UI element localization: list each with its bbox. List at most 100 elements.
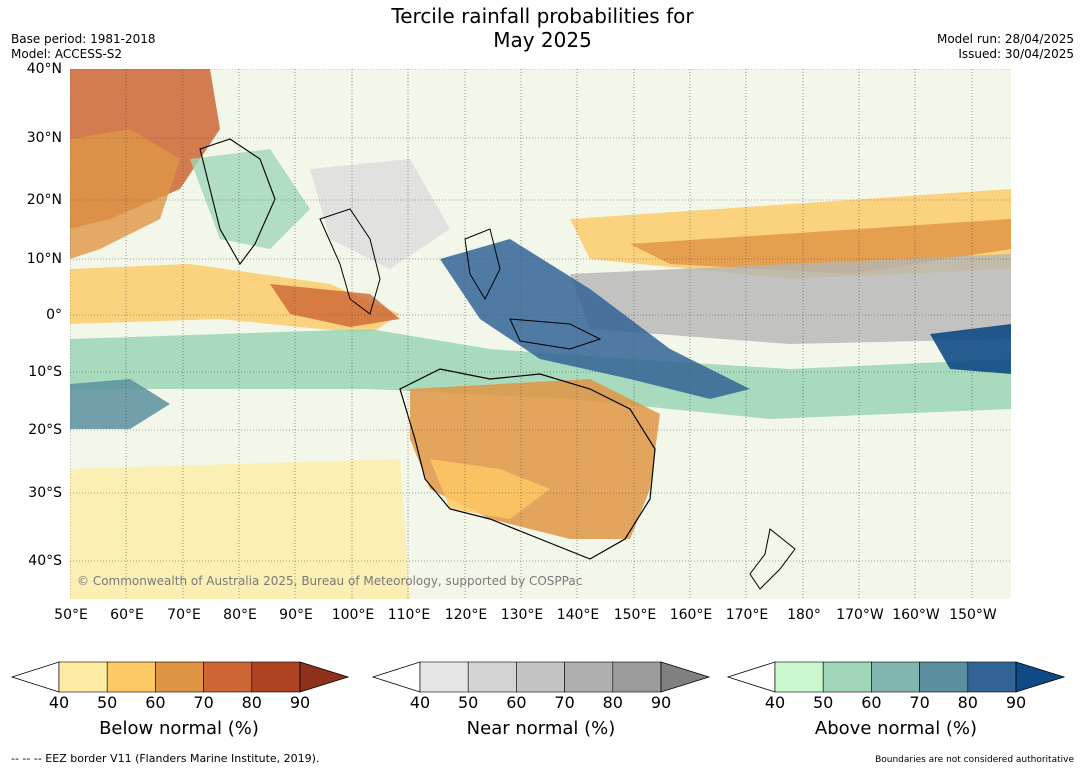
- lon-tick-70e: 70°E: [167, 607, 201, 623]
- issued-label: Issued: 30/04/2025: [958, 47, 1074, 61]
- page-subtitle: May 2025: [493, 28, 592, 52]
- lon-tick-150e: 150°E: [613, 607, 657, 623]
- colorbar-near-bin: [419, 661, 469, 693]
- india-coastline: [199, 138, 276, 265]
- colorbar-near-bin: [612, 661, 662, 693]
- above-normal-core-maritime: [440, 239, 750, 399]
- lat-tick-30s: 30°S: [28, 485, 62, 501]
- colorbar-above-tick: 90: [1005, 693, 1027, 712]
- below-normal-region-sw-australia: [430, 459, 550, 519]
- colorbar-below-tick: 90: [289, 693, 311, 712]
- colorbar-near-bin: [516, 661, 565, 693]
- map-svg: [70, 69, 1011, 599]
- colorbar-below-bin: [106, 661, 156, 693]
- indochina-coastline: [319, 208, 381, 315]
- model-label: Model: ACCESS-S2: [11, 47, 123, 61]
- lon-tick-160e: 160°E: [669, 607, 713, 623]
- colorbar-title-above: Above normal (%): [814, 718, 978, 739]
- colorbar-below-bin: [203, 661, 253, 693]
- lat-tick-20n: 20°N: [26, 192, 62, 208]
- near-normal-band-equator: [570, 254, 1011, 344]
- lon-tick-80e: 80°E: [223, 607, 257, 623]
- colorbar-near-tick: 70: [554, 693, 575, 712]
- colorbar-above-bin: [871, 661, 920, 693]
- copyright-note: © Commonwealth of Australia 2025, Bureau…: [77, 574, 583, 588]
- colorbar-near-tick: 40: [409, 693, 431, 712]
- lon-tick-150w: 150°W: [949, 607, 997, 623]
- boundaries-disclaimer: Boundaries are not considered authoritat…: [875, 755, 1074, 765]
- lon-tick-170w: 170°W: [836, 607, 884, 623]
- colorbar-near-bin: [564, 661, 614, 693]
- lon-tick-90e: 90°E: [279, 607, 313, 623]
- lat-tick-20s: 20°S: [28, 422, 62, 438]
- lat-tick-10n: 10°N: [26, 251, 62, 267]
- colorbar-below-tick: 50: [97, 693, 118, 712]
- colorbar-below-high-extend: [299, 661, 350, 693]
- colorbar-below-bin: [155, 661, 204, 693]
- colorbar-near-tick: 90: [650, 693, 672, 712]
- lat-tick-30n: 30°N: [26, 130, 62, 146]
- graticule-grid: [70, 69, 1011, 599]
- below-normal-core-indian-ocean: [270, 284, 400, 327]
- new-guinea-coastline: [509, 318, 602, 350]
- australia-coastline: [399, 368, 656, 560]
- colorbar-below-bin: [58, 661, 108, 693]
- rainfall-probability-map: [70, 69, 1011, 599]
- colorbar-above-tick: 50: [813, 693, 834, 712]
- lat-tick-0: 0°: [46, 307, 62, 323]
- lon-tick-130e: 130°E: [500, 607, 544, 623]
- colorbar-above-bin: [822, 661, 872, 693]
- colorbar-title-near: Near normal (%): [466, 718, 616, 739]
- colorbar-above-bin: [967, 661, 1017, 693]
- below-normal-region-south-indian: [70, 459, 410, 599]
- colorbar-near-normal: [371, 661, 711, 693]
- below-normal-region-westasia: [70, 129, 180, 259]
- colorbar-above-high-extend: [1015, 661, 1066, 693]
- lon-tick-50e: 50°E: [54, 607, 88, 623]
- colorbar-below-tick: 70: [193, 693, 214, 712]
- philippines-coastline: [464, 228, 501, 301]
- colorbars-svg: [10, 661, 1066, 693]
- lon-tick-100e: 100°E: [331, 607, 375, 623]
- colorbar-near-tick: 50: [458, 693, 479, 712]
- lon-tick-110e: 110°E: [387, 607, 431, 623]
- model-run-label: Model run: 28/04/2025: [936, 32, 1074, 46]
- colorbar-above-bin: [774, 661, 824, 693]
- colorbar-near-low-extend: [371, 661, 421, 693]
- colorbar-above-tick: 70: [909, 693, 930, 712]
- meta-right: Model run: 28/04/2025 Issued: 30/04/2025: [937, 32, 1074, 62]
- lat-tick-40n: 40°N: [26, 61, 62, 77]
- page-title: Tercile rainfall probabilities for: [391, 4, 694, 28]
- meta-left: Base period: 1981-2018 Model: ACCESS-S2: [11, 32, 156, 62]
- colorbar-near-bin: [467, 661, 517, 693]
- eez-border-note: -- -- -- EEZ border V11 (Flanders Marine…: [11, 752, 320, 765]
- near-normal-region-se-asia: [310, 159, 450, 269]
- new-zealand-coastline: [749, 528, 796, 590]
- colorbar-near-tick: 60: [506, 693, 527, 712]
- colorbar-near-tick: 80: [602, 693, 623, 712]
- colorbar-below-normal: [10, 661, 350, 693]
- colorbar-below-tick: 40: [48, 693, 70, 712]
- colorbar-below-tick: 60: [145, 693, 166, 712]
- above-normal-core-southindian: [70, 379, 170, 429]
- base-period-label: Base period: 1981-2018: [11, 32, 156, 46]
- colorbar-below-tick: 80: [241, 693, 262, 712]
- lat-tick-10s: 10°S: [28, 364, 62, 380]
- colorbar-above-normal: [726, 661, 1066, 693]
- lon-tick-60e: 60°E: [110, 607, 144, 623]
- colorbar-above-tick: 40: [764, 693, 786, 712]
- lon-tick-140e: 140°E: [556, 607, 600, 623]
- lat-tick-40s: 40°S: [28, 553, 62, 569]
- above-normal-core-southpacific: [930, 324, 1011, 374]
- lon-tick-170e: 170°E: [725, 607, 769, 623]
- above-normal-region-india: [190, 149, 310, 249]
- colorbar-title-below: Below normal (%): [99, 718, 259, 739]
- colorbar-above-low-extend: [726, 661, 776, 693]
- colorbar-near-high-extend: [660, 661, 711, 693]
- colorbar-above-tick: 80: [957, 693, 978, 712]
- colorbar-above-bin: [919, 661, 969, 693]
- colorbar-above-tick: 60: [861, 693, 882, 712]
- lon-tick-160w: 160°W: [892, 607, 940, 623]
- colorbar-below-low-extend: [10, 661, 60, 693]
- lon-tick-120e: 120°E: [444, 607, 488, 623]
